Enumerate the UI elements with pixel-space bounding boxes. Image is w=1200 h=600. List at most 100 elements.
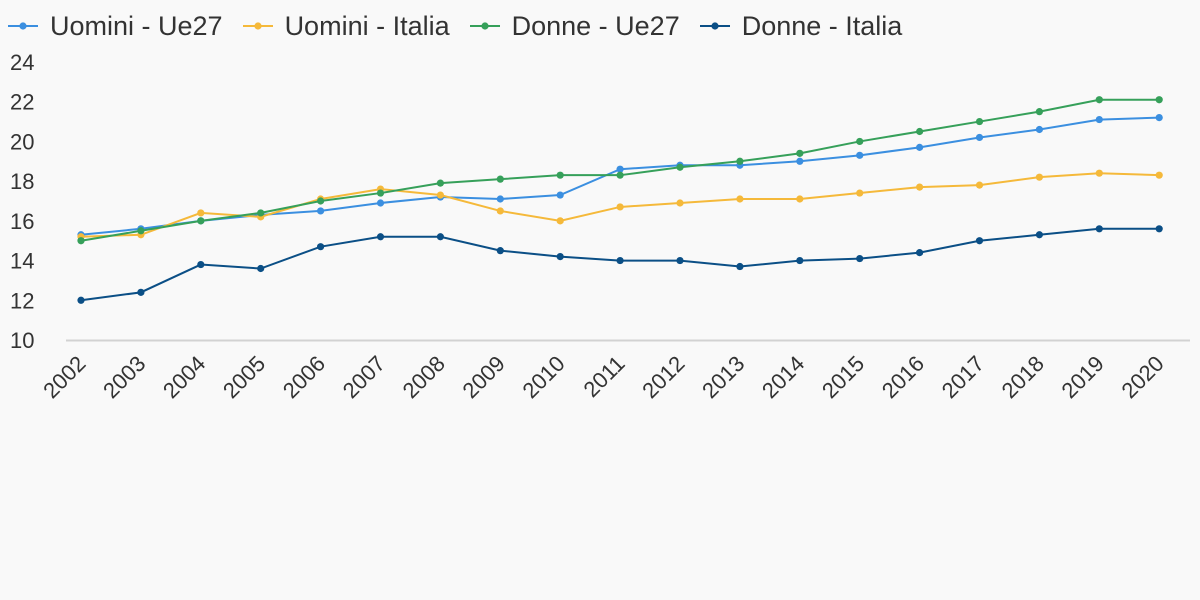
chart-legend: Uomini - Ue27 Uomini - Italia Donne - Ue27… (8, 8, 902, 44)
data-point[interactable] (1095, 169, 1103, 177)
data-point[interactable] (1155, 171, 1163, 179)
legend-label: Uomini - Ue27 (50, 10, 223, 41)
data-point[interactable] (1155, 225, 1163, 233)
y-tick-label: 24 (10, 50, 34, 75)
data-point[interactable] (975, 117, 984, 126)
data-point[interactable] (137, 227, 145, 235)
legend-item[interactable]: Uomini - Italia (242, 11, 450, 42)
data-point[interactable] (1155, 114, 1163, 122)
plot-area (77, 96, 1163, 304)
x-tick-label: 2008 (398, 351, 450, 403)
x-tick-label: 2010 (517, 351, 569, 403)
x-tick-label: 2006 (278, 351, 330, 403)
data-point[interactable] (1155, 96, 1163, 104)
data-point[interactable] (916, 183, 924, 191)
x-tick-label: 2009 (458, 351, 510, 403)
x-axis: 2002 2003 2004 2005 2006 2007 2008 2009 2010 2011… (38, 339, 1190, 403)
data-point[interactable] (197, 209, 205, 217)
data-point[interactable] (197, 260, 205, 269)
data-point[interactable] (916, 143, 924, 151)
data-point[interactable] (1035, 231, 1043, 239)
data-point[interactable] (856, 189, 864, 197)
data-point[interactable] (616, 171, 624, 179)
data-point[interactable] (496, 195, 504, 203)
legend-item[interactable]: Donne - Ue27 (469, 10, 680, 42)
data-point[interactable] (376, 199, 385, 207)
data-point[interactable] (796, 157, 804, 165)
data-point[interactable] (916, 249, 924, 257)
data-point[interactable] (556, 217, 564, 225)
data-point[interactable] (556, 171, 564, 179)
data-point[interactable] (257, 209, 265, 217)
data-point[interactable] (676, 163, 684, 171)
x-tick-label: 2020 (1116, 351, 1168, 403)
data-point[interactable] (736, 262, 744, 271)
series-line (80, 227, 1160, 302)
data-point[interactable] (975, 181, 984, 189)
data-point[interactable] (975, 133, 984, 142)
y-tick-label: 16 (10, 209, 34, 234)
data-point[interactable] (856, 137, 864, 146)
data-point[interactable] (616, 165, 624, 173)
x-tick-label: 2014 (757, 351, 809, 403)
x-tick-label: 2019 (1057, 351, 1109, 403)
data-point[interactable] (317, 197, 325, 205)
x-tick-label: 2003 (98, 351, 150, 403)
data-point[interactable] (796, 195, 804, 203)
data-point[interactable] (916, 127, 924, 136)
data-point[interactable] (796, 256, 804, 265)
x-tick-label: 2018 (997, 351, 1049, 403)
data-point[interactable] (616, 256, 624, 265)
data-point[interactable] (856, 254, 864, 263)
data-point[interactable] (496, 207, 504, 215)
y-tick-label: 22 (10, 90, 34, 115)
x-tick-label: 2013 (697, 351, 749, 403)
series-1 (77, 169, 1163, 241)
legend-swatch (8, 22, 38, 30)
legend-swatch (699, 22, 730, 30)
x-tick-label: 2004 (158, 351, 210, 403)
data-point[interactable] (496, 175, 504, 183)
data-point[interactable] (376, 189, 385, 197)
legend-label: Donne - Italia (741, 10, 903, 41)
data-point[interactable] (1095, 225, 1103, 233)
x-tick-label: 2015 (817, 351, 869, 403)
data-point[interactable] (137, 288, 145, 296)
data-point[interactable] (496, 247, 504, 255)
data-point[interactable] (556, 253, 564, 261)
legend-label: Donne - Ue27 (511, 10, 680, 41)
data-point[interactable] (736, 195, 744, 203)
data-point[interactable] (676, 256, 684, 265)
data-point[interactable] (616, 203, 624, 211)
data-point[interactable] (1035, 125, 1043, 134)
data-point[interactable] (197, 217, 205, 225)
data-point[interactable] (856, 151, 864, 159)
data-point[interactable] (257, 264, 265, 273)
legend-item[interactable]: Donne - Italia (699, 10, 903, 42)
y-axis: 10 12 14 16 18 20 22 24 (10, 50, 34, 353)
data-point[interactable] (1095, 115, 1103, 124)
data-point[interactable] (317, 207, 325, 215)
x-tick-label: 2012 (637, 351, 689, 403)
data-point[interactable] (975, 237, 984, 245)
data-point[interactable] (556, 191, 564, 199)
data-point[interactable] (376, 233, 385, 241)
data-point[interactable] (77, 296, 85, 304)
data-point[interactable] (676, 199, 684, 207)
data-point[interactable] (1035, 108, 1043, 116)
series-2 (77, 96, 1163, 245)
data-point[interactable] (317, 243, 325, 251)
series-3 (77, 225, 1163, 304)
legend-item[interactable]: Uomini - Ue27 (8, 11, 223, 42)
x-tick-label: 2011 (579, 351, 630, 402)
data-point[interactable] (796, 149, 804, 157)
data-point[interactable] (77, 237, 85, 245)
data-point[interactable] (1095, 96, 1103, 104)
data-point[interactable] (736, 157, 744, 165)
data-point[interactable] (436, 191, 444, 199)
data-point[interactable] (436, 233, 444, 241)
y-tick-label: 10 (10, 328, 34, 353)
data-point[interactable] (1035, 173, 1043, 181)
data-point[interactable] (436, 179, 444, 187)
